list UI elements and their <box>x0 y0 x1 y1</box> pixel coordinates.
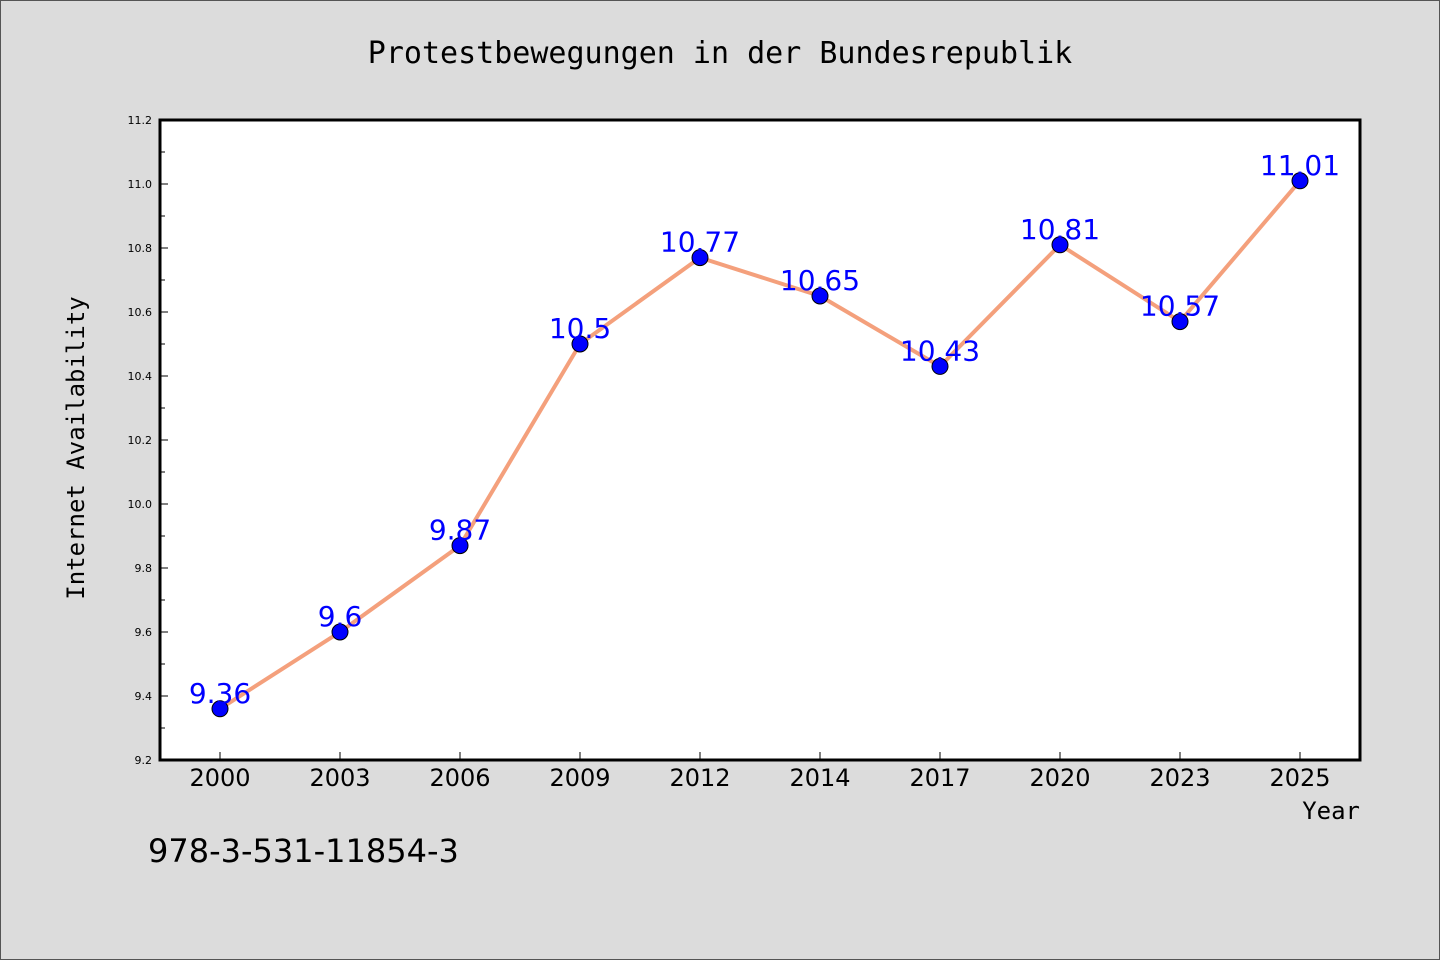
data-label: 10.81 <box>1020 213 1100 246</box>
y-tick-label: 10.2 <box>128 434 153 447</box>
data-label: 10.65 <box>780 264 860 297</box>
x-tick-label: 2003 <box>309 764 370 792</box>
data-point <box>1291 172 1309 190</box>
data-label: 9.6 <box>318 600 363 633</box>
data-label: 10.5 <box>549 312 611 345</box>
data-label: 11.01 <box>1260 149 1340 182</box>
data-point <box>571 335 589 353</box>
y-tick-label: 10.0 <box>128 498 153 511</box>
data-point <box>811 287 829 305</box>
x-tick-label: 2000 <box>189 764 250 792</box>
y-tick-label: 9.8 <box>135 562 153 575</box>
data-point <box>1171 313 1189 331</box>
plot-frame <box>158 118 1362 762</box>
y-tick-label: 10.6 <box>128 306 153 319</box>
y-tick-label: 11.2 <box>128 114 153 127</box>
data-point <box>1051 236 1069 254</box>
x-tick-label: 2025 <box>1269 764 1330 792</box>
x-tick-label: 2009 <box>549 764 610 792</box>
data-label: 10.43 <box>900 334 980 367</box>
x-tick-label: 2006 <box>429 764 490 792</box>
data-point <box>331 623 349 641</box>
plot-area: 9.2 9.4 9.6 9.8 10.0 10.2 10.4 10.6 10.8 11.0 11.2… <box>128 114 1362 792</box>
series-line <box>218 179 1302 711</box>
x-tick-label: 2017 <box>909 764 970 792</box>
data-label: 9.87 <box>429 514 491 547</box>
data-point <box>931 357 949 375</box>
y-tick-label: 11.0 <box>128 178 153 191</box>
y-tick-label: 9.4 <box>135 690 153 703</box>
x-tick-label: 2023 <box>1149 764 1210 792</box>
x-tick-label: 2014 <box>789 764 850 792</box>
x-tick-label: 2012 <box>669 764 730 792</box>
y-axis-label: Internet Availability <box>62 296 90 599</box>
y-tick-label: 10.8 <box>128 242 153 255</box>
data-point <box>691 249 709 267</box>
isbn-text: 978-3-531-11854-3 <box>148 832 459 870</box>
y-tick-label: 9.2 <box>135 754 153 767</box>
chart-title: Protestbewegungen in der Bundesrepublik <box>368 36 1072 71</box>
y-tick-label: 10.4 <box>128 370 153 383</box>
data-point <box>451 537 469 555</box>
data-label: 9.36 <box>189 677 251 710</box>
x-axis-label: Year <box>1302 797 1360 825</box>
data-label: 10.57 <box>1140 290 1220 323</box>
data-label: 10.77 <box>660 226 740 259</box>
y-tick-label: 9.6 <box>135 626 153 639</box>
x-tick-label: 2020 <box>1029 764 1090 792</box>
data-point <box>211 700 229 718</box>
